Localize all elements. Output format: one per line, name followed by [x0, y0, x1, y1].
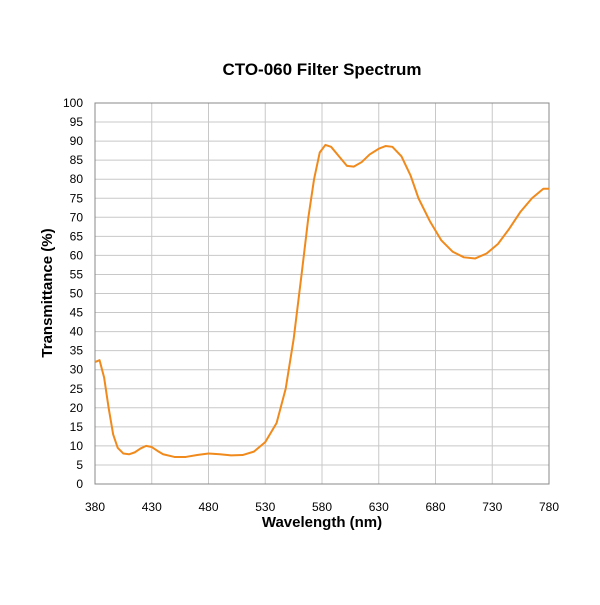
x-tick-label: 480	[198, 500, 218, 514]
y-tick-label: 40	[70, 325, 84, 339]
x-tick-label: 530	[255, 500, 275, 514]
plot-frame	[94, 102, 550, 485]
x-axis-label: Wavelength (nm)	[262, 514, 382, 531]
y-tick-label: 100	[63, 96, 83, 110]
y-tick-label: 65	[70, 229, 84, 243]
y-tick-label: 95	[70, 115, 84, 129]
y-tick-label: 20	[70, 401, 84, 415]
line-series	[94, 143, 549, 458]
y-tick-label: 55	[70, 267, 84, 281]
y-tick-label: 25	[70, 382, 84, 396]
y-tick-label: 60	[70, 248, 84, 262]
x-tick-label: 430	[142, 500, 162, 514]
y-tick-label: 70	[70, 210, 84, 224]
y-tick-label: 85	[70, 153, 84, 167]
y-tick-label: 5	[76, 458, 83, 472]
x-tick-label: 730	[482, 500, 502, 514]
x-tick-label: 380	[85, 500, 105, 514]
y-tick-label: 50	[70, 287, 84, 301]
y-tick-label: 90	[70, 134, 84, 148]
y-tick-label: 15	[70, 420, 84, 434]
x-tick-label: 580	[312, 500, 332, 514]
y-tick-label: 80	[70, 172, 84, 186]
chart-title: CTO-060 Filter Spectrum	[222, 60, 421, 79]
x-tick-label: 630	[369, 500, 389, 514]
y-tick-label: 30	[70, 363, 84, 377]
y-tick-label: 45	[70, 306, 84, 320]
y-tick-label: 75	[70, 191, 84, 205]
y-tick-label: 0	[76, 477, 83, 491]
x-tick-label: 680	[425, 500, 445, 514]
y-tick-label: 10	[70, 439, 84, 453]
y-axis-label: Transmittance (%)	[39, 228, 56, 357]
y-tick-label: 35	[70, 344, 84, 358]
x-tick-label: 780	[539, 500, 559, 514]
